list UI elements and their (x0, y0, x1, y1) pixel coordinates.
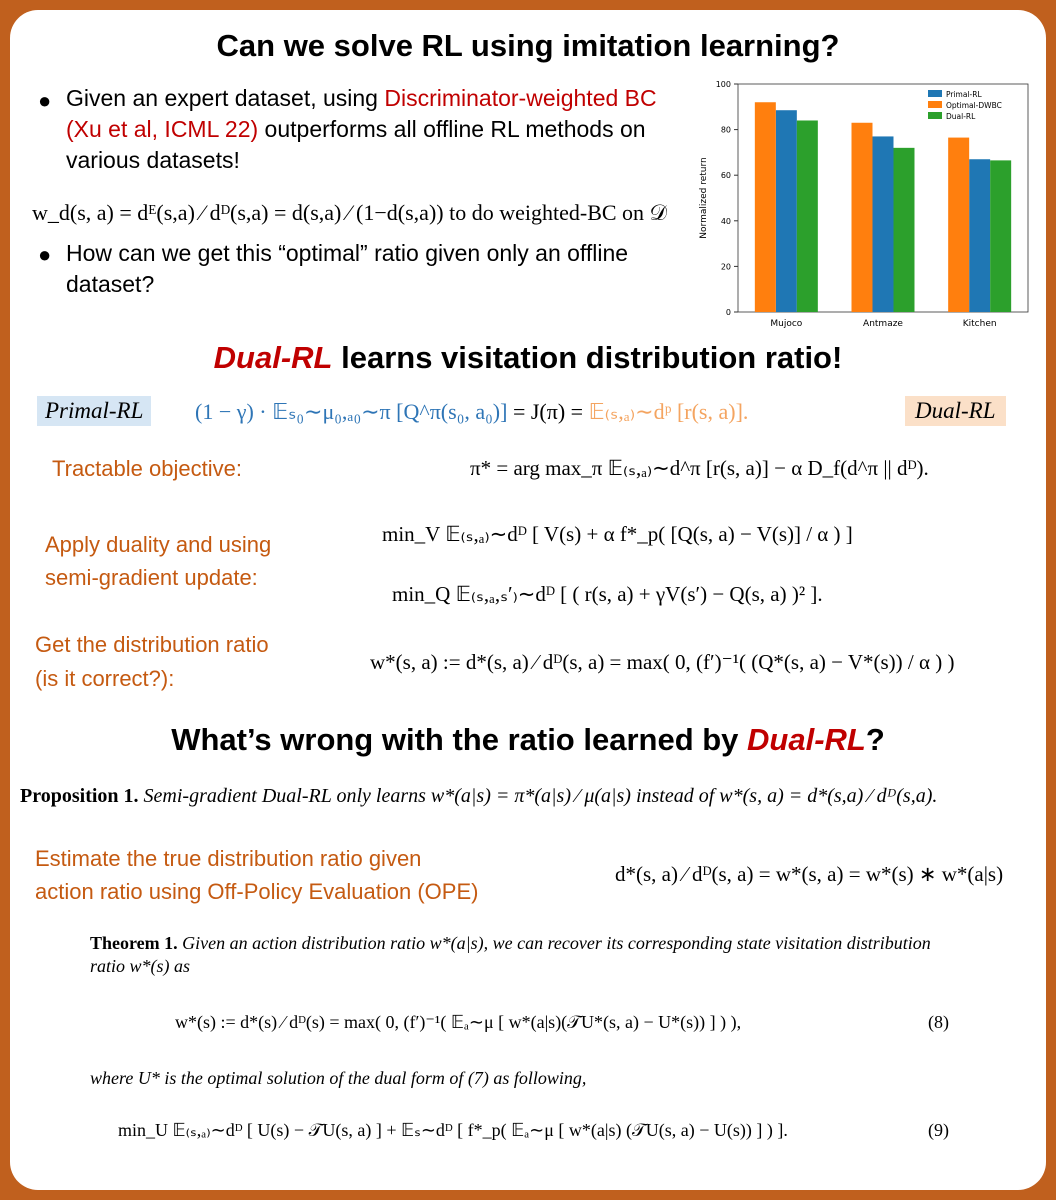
legend-swatch (928, 101, 942, 108)
label-box: Dual-RL (905, 396, 1006, 426)
text: What’s wrong with the ratio learned by (171, 722, 748, 757)
math: (1 − γ) · 𝔼ₛ₀∼μ₀,ₐ₀∼π [Q^π(s₀, a₀)] (195, 399, 508, 424)
label: Estimate the true distribution ratio giv… (35, 846, 422, 871)
bar (872, 136, 894, 312)
y-tick-label: 0 (726, 308, 731, 317)
highlight: Dual-RL (747, 722, 866, 757)
bar (969, 159, 991, 312)
formula: w*(s) := d*(s) ⁄ dᴰ(s) = max( 0, (f′)⁻¹(… (175, 1012, 742, 1032)
math: w_d(s, a) = dᴱ(s,a) ⁄ dᴰ(s,a) = d(s,a) ⁄… (32, 200, 444, 225)
label: Tractable objective: (52, 456, 242, 481)
equation-number: (8) (928, 1012, 949, 1032)
bar (948, 137, 970, 312)
math: = J(π) = (507, 399, 589, 424)
label: (is it correct?): (35, 666, 175, 691)
formula: min_V 𝔼₍ₛ,ₐ₎∼dᴰ [ V(s) + α f*_p( [Q(s, a… (382, 522, 853, 546)
formula: min_U 𝔼₍ₛ,ₐ₎∼dᴰ [ U(s) − 𝒯U(s, a) ] + 𝔼ₛ… (118, 1120, 788, 1140)
legend-label: Optimal-DWBC (946, 101, 1002, 110)
label: Proposition 1. (20, 785, 139, 807)
text: where U* is the optimal solution of the … (90, 1068, 587, 1088)
legend-swatch (928, 112, 942, 119)
text: Given an action distribution ratio w*(a|… (90, 933, 931, 976)
equation-number: (9) (928, 1120, 949, 1140)
legend-label: Primal-RL (946, 90, 982, 99)
formula: w_d(s, a) = dᴱ(s,a) ⁄ dᴰ(s,a) = d(s,a) ⁄… (32, 200, 667, 226)
bar (851, 122, 873, 312)
bar (893, 147, 915, 312)
formula: π* = arg max_π 𝔼₍ₛ,ₐ₎∼d^π [r(s, a)] − α … (470, 456, 929, 480)
highlight: Dual-RL (213, 340, 333, 375)
bullet: ● (38, 88, 52, 113)
bar (990, 160, 1012, 312)
text: Semi-gradient Dual-RL only learns w*(a|s… (143, 785, 938, 807)
highlight: Discriminator-weighted BC (Xu et al, ICM… (66, 85, 657, 142)
theorem: Theorem 1. Given an action distribution … (90, 932, 970, 978)
formula: min_Q 𝔼₍ₛ,ₐ,ₛ′₎∼dᴰ [ ( r(s, a) + γV(s′) … (392, 582, 823, 606)
legend-label: Dual-RL (946, 112, 976, 121)
text: to do weighted-BC on 𝒟 (443, 200, 668, 225)
x-tick-label: Kitchen (963, 319, 997, 329)
formula: (1 − γ) · 𝔼ₛ₀∼μ₀,ₐ₀∼π [Q^π(s₀, a₀)] = J(… (195, 399, 748, 425)
x-tick-label: Antmaze (863, 319, 903, 329)
bar-chart: 0 20 40 60 80 100 Normalized return Mujoco Antma… (699, 80, 1029, 329)
formula: d*(s, a) ⁄ dᴰ(s, a) = w*(s, a) = w*(s) ∗… (615, 862, 1004, 886)
bullet-text: How can we get this “optimal” ratio give… (66, 240, 629, 297)
math: 𝔼₍ₛ,ₐ₎∼dᵖ [r(s, a)]. (588, 399, 749, 424)
text: learns visitation distribution ratio! (332, 340, 843, 375)
label: Get the distribution ratio (35, 632, 269, 657)
y-tick-label: 60 (721, 171, 731, 180)
label-box: Primal-RL (37, 396, 152, 426)
y-tick-label: 80 (721, 126, 731, 135)
y-tick-label: 20 (721, 262, 731, 271)
text: Given an expert dataset, using (66, 85, 385, 111)
bar (796, 120, 818, 312)
label: semi-gradient update: (45, 565, 258, 590)
proposition: Proposition 1. Semi-gradient Dual-RL onl… (20, 785, 937, 808)
bullet-text: Given an expert dataset, using Discrimin… (66, 83, 696, 176)
label: Apply duality and using (45, 532, 272, 557)
heading: Dual-RL learns visitation distribution r… (10, 340, 1046, 376)
heading: What’s wrong with the ratio learned by D… (10, 722, 1046, 758)
bullet: ● (38, 242, 52, 267)
y-axis-label: Normalized return (699, 157, 709, 238)
text: outperforms all offline RL methods on va… (66, 116, 646, 173)
text: ? (865, 722, 885, 757)
label: action ratio using Off-Policy Evaluation… (35, 879, 479, 904)
y-tick-label: 40 (721, 217, 731, 226)
slide: Can we solve RL using imitation learning… (10, 10, 1046, 1190)
bar (775, 110, 797, 312)
label: Theorem 1. (90, 933, 178, 953)
legend-swatch (928, 90, 942, 97)
formula: w*(s, a) := d*(s, a) ⁄ dᴰ(s, a) = max( 0… (370, 650, 955, 674)
bar (754, 102, 776, 313)
y-tick-label: 100 (716, 80, 731, 89)
heading: Can we solve RL using imitation learning… (216, 28, 840, 63)
x-tick-label: Mujoco (770, 319, 802, 329)
